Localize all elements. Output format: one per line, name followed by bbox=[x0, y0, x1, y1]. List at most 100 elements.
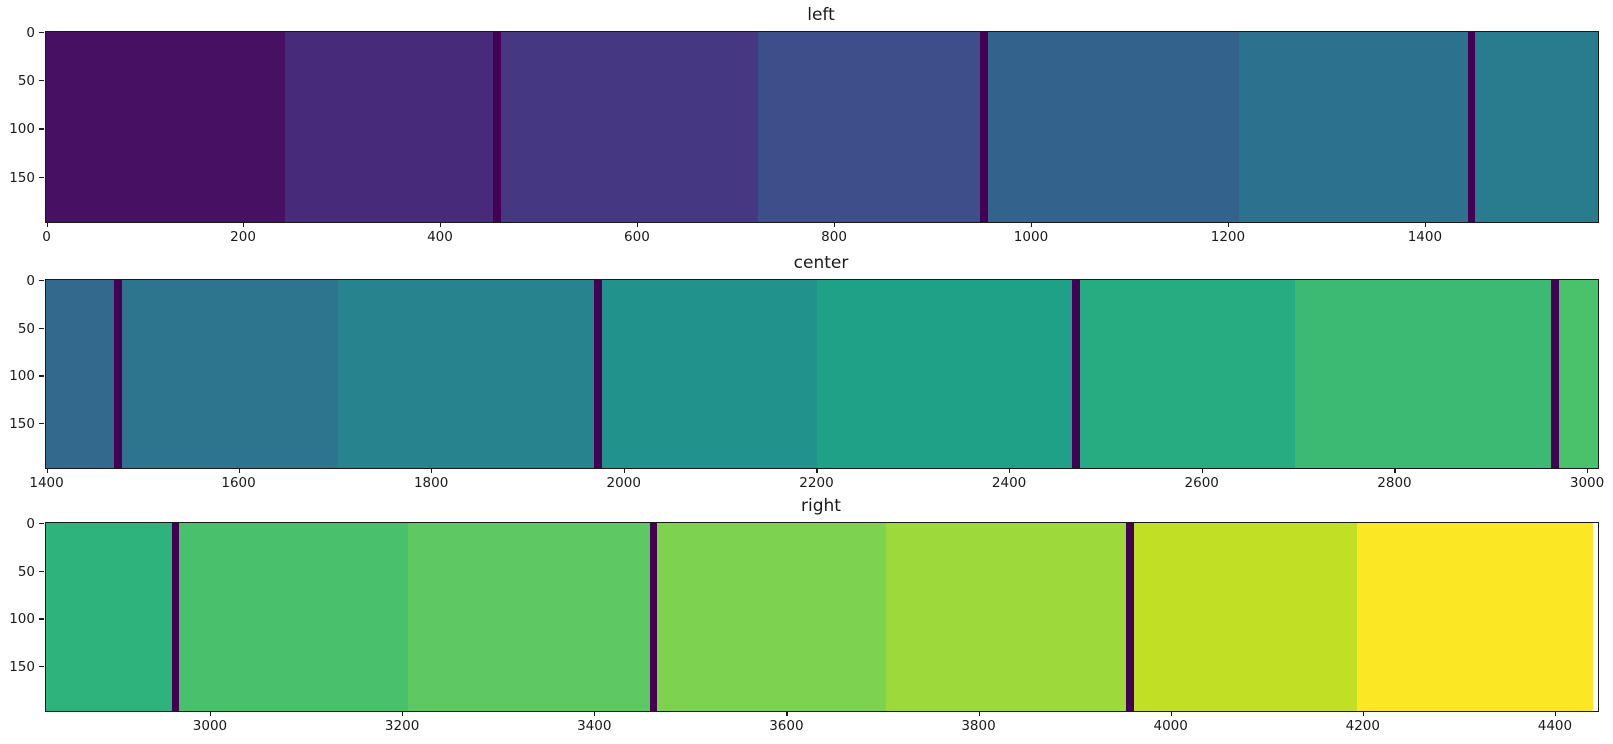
separator-line bbox=[171, 523, 180, 711]
separator-line bbox=[1467, 32, 1476, 222]
y-tick-label: 150 bbox=[9, 416, 35, 433]
color-band bbox=[1079, 280, 1296, 468]
x-tick-mark bbox=[816, 468, 818, 473]
x-tick-label: 2600 bbox=[1184, 475, 1219, 491]
subplot-right bbox=[45, 522, 1599, 712]
subplot-center bbox=[45, 279, 1599, 469]
x-tick-mark bbox=[238, 468, 240, 473]
y-tick-mark bbox=[39, 375, 44, 377]
color-band bbox=[122, 280, 338, 468]
x-tick-label: 1600 bbox=[221, 475, 256, 491]
y-tick-label: 150 bbox=[9, 169, 35, 186]
x-tick-label: 1400 bbox=[1407, 229, 1443, 245]
plot-title: right bbox=[801, 496, 841, 516]
x-tick-label: 2400 bbox=[991, 475, 1027, 491]
color-band bbox=[46, 523, 172, 711]
x-tick-label: 1000 bbox=[1013, 229, 1049, 245]
x-tick-mark bbox=[46, 468, 48, 473]
color-band bbox=[1133, 523, 1358, 711]
x-tick-mark bbox=[623, 468, 625, 473]
x-tick-label: 200 bbox=[230, 229, 256, 245]
y-tick-mark bbox=[39, 423, 44, 425]
color-band bbox=[758, 32, 981, 222]
x-tick-label: 3400 bbox=[577, 718, 612, 734]
x-tick-label: 2200 bbox=[799, 475, 834, 491]
color-band bbox=[179, 523, 408, 711]
x-tick-mark bbox=[402, 711, 404, 716]
separator-line bbox=[492, 32, 501, 222]
color-band bbox=[407, 523, 650, 711]
x-tick-mark bbox=[439, 222, 442, 227]
y-tick-mark bbox=[39, 327, 44, 329]
x-tick-mark bbox=[1201, 468, 1203, 473]
separator-line bbox=[649, 523, 658, 711]
separator-line bbox=[593, 280, 602, 468]
color-band bbox=[1559, 280, 1598, 468]
x-tick-label: 1800 bbox=[413, 475, 449, 491]
x-tick-mark bbox=[209, 711, 212, 716]
color-band bbox=[657, 523, 886, 711]
color-band bbox=[1593, 523, 1598, 711]
x-tick-mark bbox=[636, 222, 639, 227]
separator-line bbox=[1126, 523, 1134, 711]
x-tick-mark bbox=[1587, 468, 1589, 473]
x-tick-mark bbox=[431, 468, 433, 473]
color-band bbox=[885, 523, 1127, 711]
x-tick-label: 400 bbox=[427, 229, 453, 245]
x-tick-mark bbox=[243, 222, 245, 227]
color-band bbox=[46, 32, 285, 222]
y-tick-label: 100 bbox=[9, 611, 35, 628]
y-tick-label: 100 bbox=[9, 368, 35, 385]
separator-line bbox=[980, 32, 989, 222]
plot-title: center bbox=[793, 253, 849, 273]
x-tick-label: 4400 bbox=[1537, 718, 1573, 734]
x-tick-mark bbox=[786, 711, 788, 716]
y-tick-mark bbox=[39, 279, 44, 281]
x-tick-mark bbox=[46, 222, 48, 227]
x-tick-label: 800 bbox=[821, 229, 847, 245]
separator-line bbox=[1071, 280, 1080, 468]
y-tick-label: 0 bbox=[26, 272, 35, 289]
y-tick-label: 50 bbox=[17, 320, 35, 337]
x-tick-mark bbox=[594, 711, 596, 716]
y-tick-label: 50 bbox=[17, 563, 35, 580]
x-tick-label: 4200 bbox=[1345, 718, 1380, 734]
y-tick-mark bbox=[39, 618, 44, 620]
y-tick-mark bbox=[39, 80, 44, 82]
y-tick-label: 150 bbox=[9, 659, 35, 676]
x-tick-mark bbox=[1227, 222, 1230, 227]
y-tick-mark bbox=[39, 128, 44, 130]
y-tick-mark bbox=[39, 31, 44, 33]
x-tick-label: 600 bbox=[624, 229, 650, 245]
y-tick-mark bbox=[39, 522, 44, 524]
color-band bbox=[1475, 32, 1598, 222]
x-tick-label: 3000 bbox=[192, 718, 228, 734]
x-tick-label: 1200 bbox=[1210, 229, 1246, 245]
x-tick-label: 3600 bbox=[769, 718, 804, 734]
color-band bbox=[337, 280, 594, 468]
x-tick-mark bbox=[1009, 468, 1011, 473]
x-tick-label: 3800 bbox=[961, 718, 996, 734]
x-tick-mark bbox=[978, 711, 980, 716]
x-tick-label: 1400 bbox=[29, 475, 64, 491]
x-tick-label: 4000 bbox=[1153, 718, 1188, 734]
y-tick-mark bbox=[39, 666, 44, 668]
subplot-left bbox=[45, 31, 1599, 223]
color-band bbox=[285, 32, 493, 222]
color-band bbox=[817, 280, 1072, 468]
separator-line bbox=[1551, 280, 1560, 468]
y-tick-label: 0 bbox=[26, 24, 35, 41]
color-band bbox=[988, 32, 1240, 222]
color-band bbox=[1239, 32, 1468, 222]
x-tick-mark bbox=[1030, 222, 1033, 227]
x-tick-mark bbox=[1424, 222, 1427, 227]
x-tick-label: 3200 bbox=[384, 718, 420, 734]
y-tick-label: 50 bbox=[17, 73, 35, 90]
x-tick-label: 0 bbox=[42, 229, 51, 245]
separator-line bbox=[114, 280, 123, 468]
x-tick-label: 2800 bbox=[1377, 475, 1412, 491]
x-tick-mark bbox=[834, 222, 836, 227]
y-tick-label: 100 bbox=[9, 121, 35, 138]
color-band bbox=[1295, 280, 1552, 468]
